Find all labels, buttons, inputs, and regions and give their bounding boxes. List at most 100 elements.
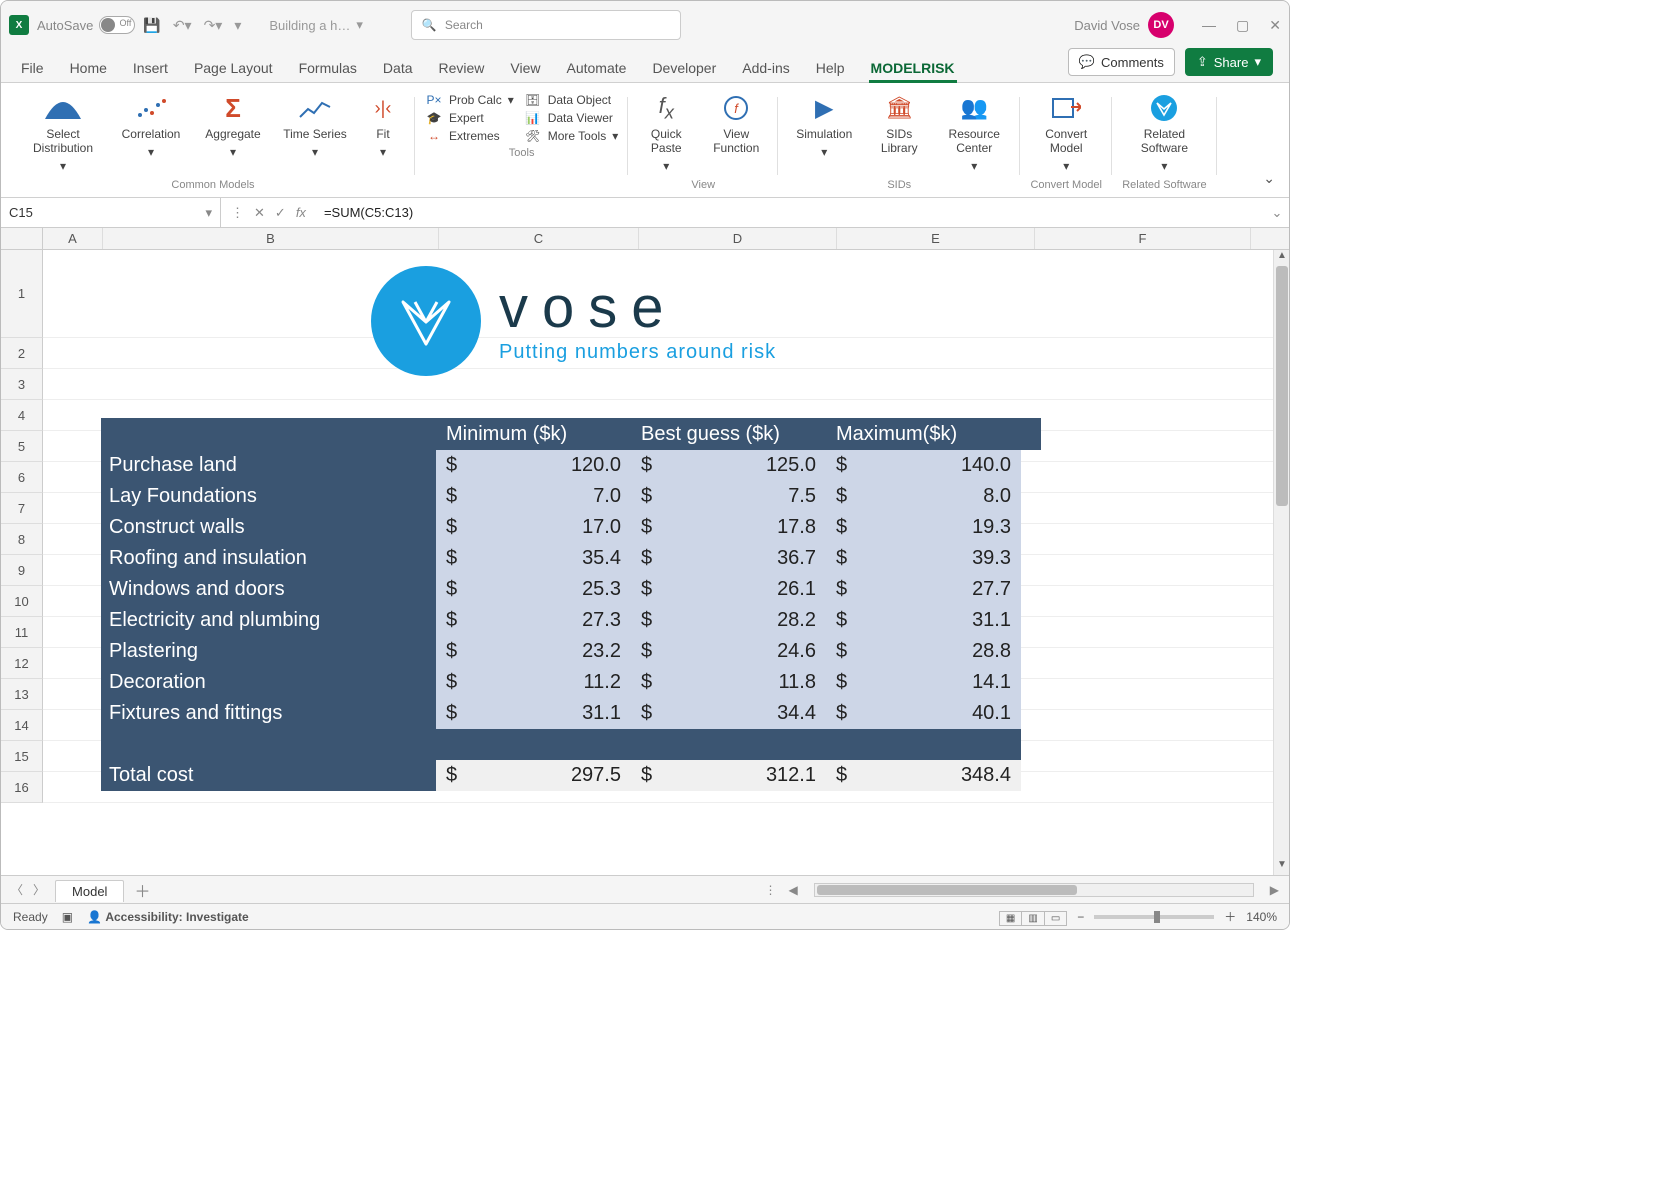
expand-formula-icon[interactable]: ⌄ [1265,205,1289,221]
tab-file[interactable]: File [19,54,46,82]
table-gap-row [101,729,1041,760]
tab-help[interactable]: Help [814,54,847,82]
row-header[interactable]: 7 [1,493,43,524]
new-sheet-icon[interactable]: ＋ [134,878,150,902]
expert-button[interactable]: 🎓Expert [425,111,514,125]
scroll-up-icon[interactable]: ▲ [1274,250,1289,266]
search-box[interactable]: 🔍 Search [411,10,681,40]
table-total-row: Total cost $297.5 $312.1 $348.4 [101,760,1041,791]
aggregate-button[interactable]: Σ Aggregate ▾ [197,89,269,161]
row-header[interactable]: 3 [1,369,43,400]
accessibility-status[interactable]: 👤 Accessibility: Investigate [87,910,249,924]
share-button[interactable]: ⇪Share▾ [1185,48,1273,76]
zoom-out-icon[interactable]: − [1077,910,1084,924]
column-header[interactable]: D [639,228,837,249]
undo-icon[interactable]: ↶▾ [173,17,192,34]
resource-center-button[interactable]: 👥 Resource Center ▾ [938,89,1010,175]
quick-paste-button[interactable]: fx Quick Paste ▾ [638,89,694,175]
select-distribution-button[interactable]: Select Distribution ▾ [21,89,105,175]
row-header[interactable]: 9 [1,555,43,586]
sheet-nav-prev-icon[interactable]: 〈 [11,881,23,898]
accept-icon[interactable]: ✓ [275,205,286,221]
tab-view[interactable]: View [508,54,542,82]
extremes-button[interactable]: ↔Extremes [425,129,514,143]
row-header[interactable]: 8 [1,524,43,555]
fx-icon[interactable]: fx [296,205,306,220]
tab-review[interactable]: Review [437,54,487,82]
convert-model-button[interactable]: Convert Model ▾ [1030,89,1102,175]
autosave-label: AutoSave [37,18,93,33]
fit-button[interactable]: ›|‹ Fit ▾ [361,89,405,161]
row-header[interactable]: 1 [1,250,43,338]
row-header[interactable]: 11 [1,617,43,648]
tab-add-ins[interactable]: Add-ins [740,54,791,82]
user-account[interactable]: David Vose DV [1074,12,1174,38]
tab-modelrisk[interactable]: MODELRISK [869,54,957,82]
tab-developer[interactable]: Developer [650,54,718,82]
status-bar: Ready ▣ 👤 Accessibility: Investigate ▦▥▭… [1,903,1289,929]
collapse-ribbon-icon[interactable]: ⌄ [1263,170,1275,187]
column-header[interactable]: E [837,228,1035,249]
row-header[interactable]: 12 [1,648,43,679]
qa-overflow-icon[interactable]: ▾ [234,17,241,34]
column-header[interactable]: F [1035,228,1251,249]
hscroll-left-icon[interactable]: ◀ [789,883,798,897]
row-header[interactable]: 5 [1,431,43,462]
horizontal-scrollbar[interactable] [814,883,1254,897]
tab-page-layout[interactable]: Page Layout [192,54,275,82]
prob-calc-button[interactable]: P×Prob Calc ▾ [425,93,514,107]
column-header[interactable]: A [43,228,103,249]
row-header[interactable]: 4 [1,400,43,431]
row-header[interactable]: 16 [1,772,43,803]
row-header[interactable]: 15 [1,741,43,772]
tab-data[interactable]: Data [381,54,415,82]
comments-button[interactable]: 💬Comments [1068,48,1175,76]
window-controls: ― ▢ ✕ [1202,17,1281,34]
view-function-button[interactable]: f View Function [704,89,768,157]
column-header[interactable]: B [103,228,439,249]
cancel-icon[interactable]: ✕ [254,205,265,221]
tab-automate[interactable]: Automate [565,54,629,82]
redo-icon[interactable]: ↷▾ [204,17,223,34]
row-header[interactable]: 2 [1,338,43,369]
macro-icon[interactable]: ▣ [62,910,73,924]
column-header[interactable]: C [439,228,639,249]
tab-home[interactable]: Home [68,54,109,82]
formula-input[interactable]: =SUM(C5:C13) [316,205,1265,220]
name-box[interactable]: C15▾ [1,198,221,227]
close-icon[interactable]: ✕ [1269,17,1281,34]
tab-formulas[interactable]: Formulas [297,54,359,82]
table-row: Fixtures and fittings$31.1$34.4$40.1 [101,698,1041,729]
vertical-scrollbar[interactable]: ▲ ▼ [1273,250,1289,875]
correlation-button[interactable]: Correlation ▾ [115,89,187,161]
more-tools-button[interactable]: 🛠More Tools ▾ [524,129,619,143]
hscroll-right-icon[interactable]: ▶ [1270,883,1279,897]
data-object-button[interactable]: 🗄Data Object [524,93,619,107]
view-mode-buttons[interactable]: ▦▥▭ [1000,910,1067,924]
row-header[interactable]: 10 [1,586,43,617]
minimize-icon[interactable]: ― [1202,17,1216,34]
save-icon[interactable]: 💾 [143,17,160,34]
related-software-button[interactable]: Related Software ▾ [1128,89,1200,175]
row-header[interactable]: 14 [1,710,43,741]
simulation-button[interactable]: ▶ Simulation ▾ [788,89,860,161]
row-header[interactable]: 13 [1,679,43,710]
sheet-nav-next-icon[interactable]: 〉 [33,881,45,898]
sheet-tab-model[interactable]: Model [55,880,124,902]
grid[interactable]: 12345678910111213141516 vose Putting num… [1,250,1289,875]
formula-bar: C15▾ ⋮ ✕ ✓ fx =SUM(C5:C13) ⌄ [1,198,1289,228]
sids-library-button[interactable]: 🏛 SIDs Library [870,89,928,157]
time-series-button[interactable]: Time Series ▾ [279,89,351,161]
scroll-down-icon[interactable]: ▼ [1274,859,1289,875]
autosave-toggle[interactable]: AutoSave Off [37,16,135,34]
zoom-in-icon[interactable]: ＋ [1224,908,1236,925]
tab-insert[interactable]: Insert [131,54,170,82]
select-all-corner[interactable] [1,228,43,249]
zoom-slider[interactable] [1094,915,1214,919]
table-header-row: Minimum ($k) Best guess ($k) Maximum($k) [101,418,1041,450]
dropdown-icon[interactable]: ⋮ [231,205,244,221]
maximize-icon[interactable]: ▢ [1236,17,1249,34]
toggle-switch[interactable]: Off [99,16,135,34]
data-viewer-button[interactable]: 📊Data Viewer [524,111,619,125]
row-header[interactable]: 6 [1,462,43,493]
